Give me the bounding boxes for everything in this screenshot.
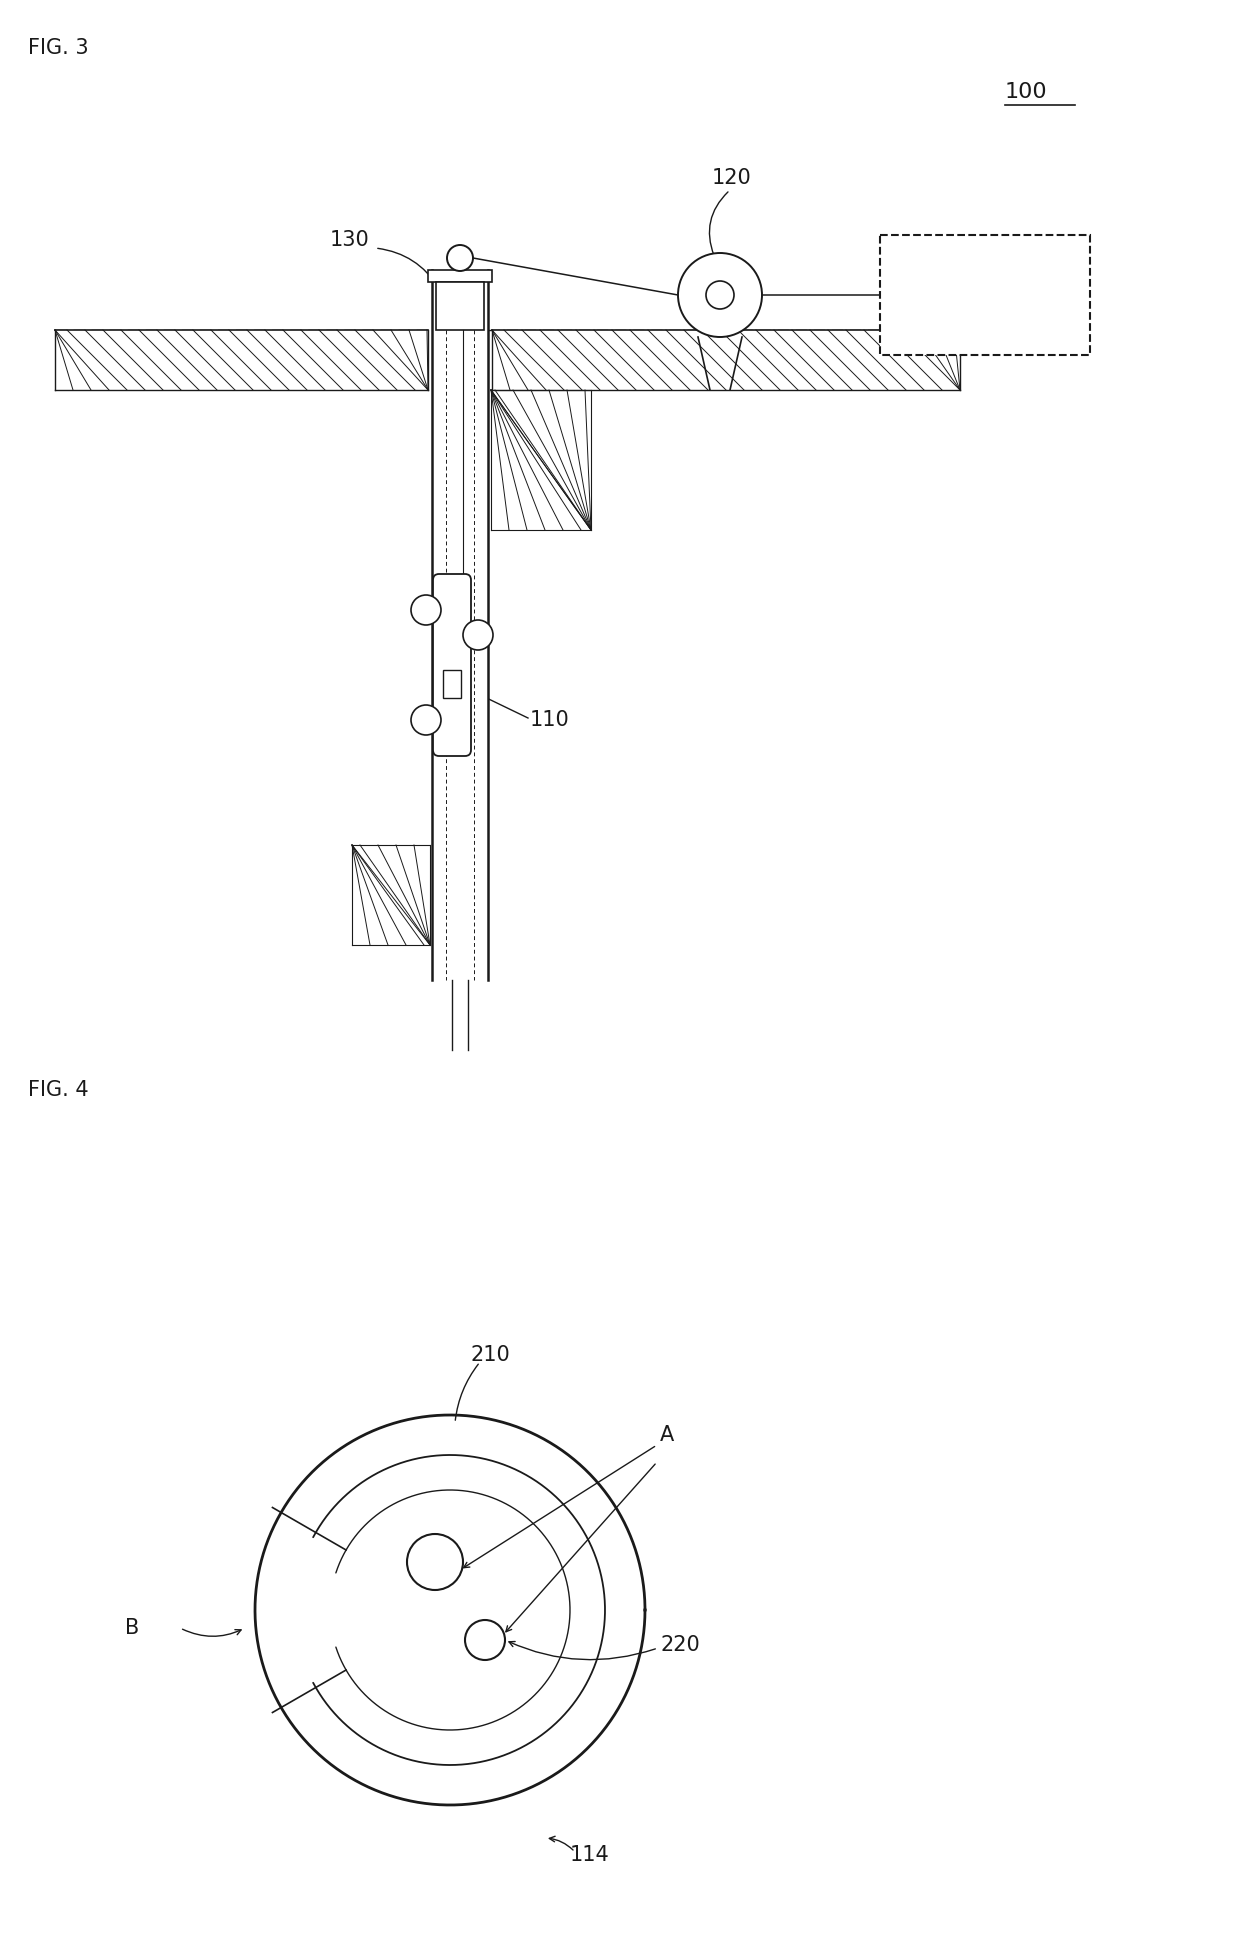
Text: 220: 220 [660,1635,699,1654]
Circle shape [706,281,734,309]
Text: B: B [125,1617,139,1639]
Text: 130: 130 [330,230,370,250]
Circle shape [446,244,472,271]
Text: 114: 114 [570,1846,610,1865]
Text: FIG. 3: FIG. 3 [29,37,88,59]
Bar [880,234,1090,355]
Bar [352,846,430,945]
Circle shape [407,1533,463,1590]
Text: 110: 110 [529,711,569,730]
Circle shape [410,596,441,625]
Bar [428,270,492,281]
Text: A: A [660,1426,675,1445]
Bar [491,391,591,529]
Bar [436,281,484,330]
Circle shape [410,705,441,734]
Text: 120: 120 [712,168,751,187]
Text: 210: 210 [470,1346,510,1365]
Bar [443,670,461,697]
Circle shape [463,619,494,650]
Circle shape [465,1619,505,1660]
Bar [55,330,428,391]
Bar [492,330,960,391]
Circle shape [678,254,763,338]
Text: 100: 100 [1004,82,1048,102]
Text: FIG. 4: FIG. 4 [29,1080,88,1100]
FancyBboxPatch shape [433,574,471,756]
Bar [432,270,489,980]
